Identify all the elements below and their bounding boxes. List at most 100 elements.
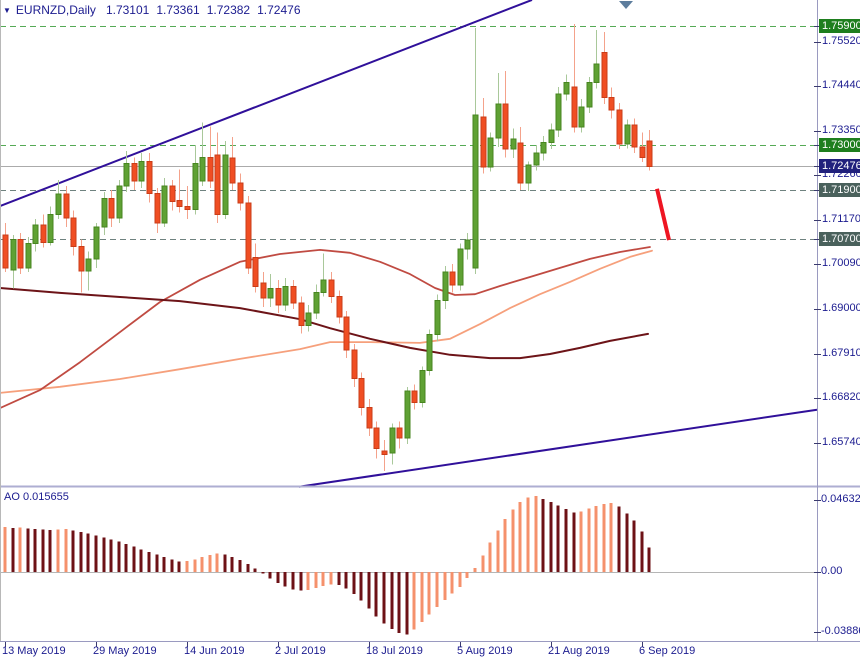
ao-bar <box>314 572 318 589</box>
ao-bar <box>71 530 75 572</box>
ao-bar <box>79 531 83 572</box>
ao-bar <box>647 547 651 572</box>
ao-axis-label: -0.03886 <box>821 625 860 637</box>
ao-bar <box>26 528 30 572</box>
price-level-badge: 1.75900 <box>819 19 860 33</box>
ao-bar <box>518 502 522 572</box>
candle-body <box>351 349 358 380</box>
ma-slow-maroon-line <box>0 287 649 360</box>
candle-body <box>487 137 494 168</box>
ao-bar <box>283 572 287 587</box>
candle-body <box>646 140 653 167</box>
ao-bar <box>337 572 341 586</box>
candle-body <box>260 282 267 299</box>
price-level-badge: 1.70700 <box>819 232 860 246</box>
ao-bar <box>344 572 348 589</box>
trendline-channel-lower[interactable] <box>298 408 818 488</box>
date-axis-label: 14 Jun 2019 <box>184 645 245 657</box>
ao-bar <box>465 572 469 579</box>
candle-body <box>40 224 47 244</box>
price-axis-label: 1.70090 <box>822 257 860 269</box>
ao-bar <box>397 572 401 633</box>
ao-bar <box>139 549 143 572</box>
ao-bar <box>238 559 242 572</box>
ao-bar <box>291 572 295 590</box>
candle-body <box>480 116 487 168</box>
ao-bar <box>427 572 431 615</box>
price-axis-label: 1.69000 <box>822 302 860 314</box>
candle-body <box>426 333 433 371</box>
ao-bar <box>215 553 219 572</box>
ao-bar <box>587 508 591 572</box>
ao-bar <box>549 502 553 572</box>
ao-bar <box>481 555 485 572</box>
ao-bar <box>352 572 356 594</box>
candle-body <box>169 185 176 203</box>
quote-high: 1.73361 <box>156 3 200 17</box>
candle-body <box>381 450 388 455</box>
ao-bar <box>526 497 530 572</box>
candle-body <box>510 138 517 150</box>
candle-body <box>336 296 343 318</box>
date-axis-label: 29 May 2019 <box>93 645 157 657</box>
price-axis-label: 1.66820 <box>822 391 860 403</box>
price-axis-label: 1.73350 <box>822 124 860 136</box>
candle-body <box>245 202 252 269</box>
red-trend-mark[interactable] <box>655 188 671 241</box>
candle-body <box>419 369 426 403</box>
date-axis-label: 21 Aug 2019 <box>548 645 610 657</box>
date-axis-label: 18 Jul 2019 <box>366 645 423 657</box>
candle-body <box>373 427 380 449</box>
trendline-channel-upper[interactable] <box>0 0 533 207</box>
candle-body <box>101 197 108 228</box>
candle-body <box>449 271 456 286</box>
ao-bar <box>496 530 500 572</box>
candle-body <box>55 193 62 216</box>
candle-body <box>199 156 206 182</box>
ao-bar <box>617 506 621 572</box>
candle-body <box>555 93 562 131</box>
candle-body <box>358 378 365 408</box>
ao-bar <box>306 572 310 591</box>
ao-bar <box>299 572 303 591</box>
candle-body <box>70 217 77 248</box>
candle-body <box>2 234 9 269</box>
candle-body <box>161 185 168 224</box>
candle-body <box>146 160 153 194</box>
ao-bar <box>170 559 174 572</box>
ao-bar <box>33 528 37 572</box>
price-axis-label: 1.75520 <box>822 35 860 47</box>
candle-body <box>540 142 547 154</box>
candle-body <box>396 427 403 439</box>
date-axis-label: 13 May 2019 <box>2 645 66 657</box>
ao-bar <box>41 529 45 572</box>
candle-body <box>593 63 600 84</box>
candle-body <box>116 185 123 219</box>
ao-bar <box>511 509 515 572</box>
sell-arrow-icon[interactable] <box>619 1 633 9</box>
ao-bar <box>177 561 181 572</box>
ao-bar <box>200 556 204 572</box>
candle-body <box>108 197 115 219</box>
candle-body <box>207 156 214 182</box>
ao-bar <box>102 537 106 572</box>
ao-bar <box>390 572 394 630</box>
price-axis-label: 1.74440 <box>822 79 860 91</box>
ao-bar <box>450 572 454 594</box>
candle-body <box>434 300 441 335</box>
ao-bar <box>374 572 378 617</box>
candle-body <box>366 406 373 429</box>
ao-bar <box>541 499 545 572</box>
candle-body <box>214 154 221 215</box>
candle-body <box>282 285 289 306</box>
candle-body <box>176 199 183 207</box>
candle-body <box>93 226 100 260</box>
symbol-dropdown-icon[interactable]: ▼ <box>3 5 11 15</box>
candle-body <box>571 86 578 128</box>
ao-bar <box>579 511 583 572</box>
candle-body <box>586 82 593 108</box>
candle-body <box>320 279 327 294</box>
ao-bar <box>625 513 629 572</box>
candle-body <box>548 129 555 144</box>
